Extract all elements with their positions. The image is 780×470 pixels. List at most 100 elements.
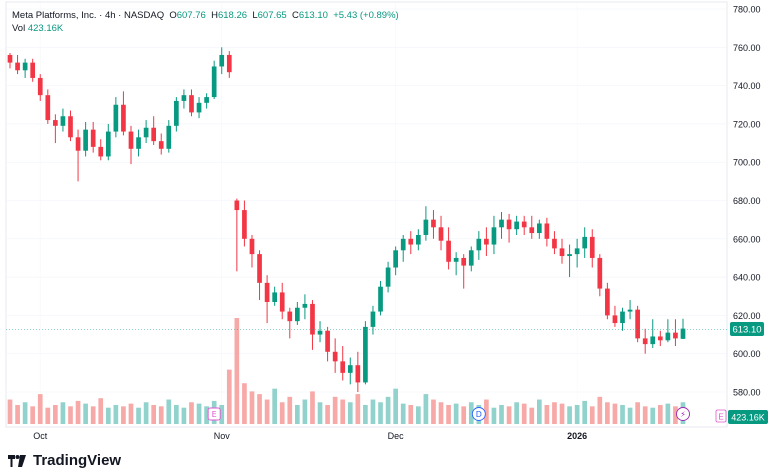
- candle[interactable]: [544, 217, 550, 247]
- candle[interactable]: [257, 250, 262, 301]
- event-marker[interactable]: ⚡: [676, 407, 690, 421]
- candle[interactable]: [446, 227, 451, 270]
- candle[interactable]: [620, 307, 625, 331]
- candle[interactable]: [393, 246, 398, 276]
- candle[interactable]: [158, 133, 164, 155]
- candle[interactable]: [15, 54, 20, 75]
- candle[interactable]: [408, 231, 414, 255]
- candle[interactable]: [226, 51, 232, 78]
- candle[interactable]: [98, 139, 104, 161]
- candle[interactable]: [279, 282, 285, 320]
- candle[interactable]: [431, 210, 436, 239]
- candle[interactable]: [204, 93, 209, 109]
- candle[interactable]: [536, 219, 542, 239]
- candle[interactable]: [189, 89, 194, 117]
- candle[interactable]: [400, 234, 406, 262]
- candle[interactable]: [37, 74, 43, 101]
- candle[interactable]: [121, 91, 126, 136]
- candle[interactable]: [310, 300, 315, 350]
- candle[interactable]: [642, 328, 648, 354]
- candle[interactable]: [22, 58, 28, 78]
- candle-body: [461, 257, 467, 266]
- candle[interactable]: [529, 215, 535, 239]
- candle[interactable]: [370, 305, 376, 335]
- candle[interactable]: [113, 97, 119, 138]
- candle[interactable]: [332, 338, 338, 373]
- candle[interactable]: [181, 89, 187, 109]
- candle[interactable]: [657, 330, 663, 347]
- candle[interactable]: [143, 120, 149, 144]
- candle[interactable]: [552, 231, 557, 255]
- candle[interactable]: [521, 215, 527, 235]
- candle[interactable]: [605, 282, 610, 320]
- candle[interactable]: [249, 234, 255, 268]
- candle[interactable]: [514, 215, 519, 235]
- candle[interactable]: [295, 301, 300, 325]
- candle[interactable]: [325, 326, 330, 362]
- candle[interactable]: [574, 238, 580, 268]
- candle[interactable]: [264, 275, 270, 324]
- candle[interactable]: [567, 244, 572, 278]
- candle[interactable]: [105, 123, 111, 161]
- candle[interactable]: [7, 53, 13, 69]
- candle[interactable]: [597, 254, 603, 297]
- candle[interactable]: [680, 318, 686, 340]
- candle[interactable]: [83, 121, 88, 157]
- candle[interactable]: [582, 227, 588, 258]
- candle[interactable]: [136, 129, 141, 157]
- candle[interactable]: [385, 261, 391, 293]
- candle[interactable]: [665, 319, 671, 343]
- candle[interactable]: [415, 229, 421, 251]
- candle[interactable]: [491, 215, 497, 255]
- candle[interactable]: [287, 307, 293, 339]
- candle[interactable]: [627, 300, 633, 320]
- candle[interactable]: [673, 319, 678, 347]
- candle[interactable]: [499, 211, 504, 239]
- candle[interactable]: [174, 97, 179, 132]
- candle[interactable]: [151, 116, 157, 145]
- event-marker[interactable]: E: [207, 407, 221, 421]
- tradingview-logo[interactable]: TradingView: [6, 452, 121, 469]
- candle[interactable]: [60, 108, 66, 132]
- candle[interactable]: [476, 231, 482, 260]
- candle[interactable]: [438, 215, 444, 251]
- candle[interactable]: [234, 198, 240, 272]
- candle[interactable]: [612, 305, 618, 327]
- earnings-axis-marker[interactable]: [715, 409, 727, 423]
- candle[interactable]: [650, 319, 656, 348]
- event-marker[interactable]: D: [471, 407, 486, 421]
- candle[interactable]: [484, 227, 489, 257]
- candle[interactable]: [559, 238, 565, 264]
- candle[interactable]: [272, 286, 278, 306]
- candle[interactable]: [423, 206, 429, 241]
- candle[interactable]: [211, 60, 217, 100]
- symbol-title[interactable]: Meta Platforms, Inc.: [12, 10, 97, 21]
- candle[interactable]: [90, 121, 96, 153]
- candle[interactable]: [128, 125, 134, 165]
- candle[interactable]: [468, 246, 474, 272]
- candle[interactable]: [75, 129, 81, 182]
- candle[interactable]: [30, 58, 36, 82]
- candle[interactable]: [453, 252, 459, 276]
- candle[interactable]: [302, 294, 308, 320]
- candle[interactable]: [166, 120, 172, 153]
- candle[interactable]: [68, 110, 73, 142]
- interval[interactable]: 4h: [104, 10, 116, 21]
- candle[interactable]: [506, 213, 512, 243]
- candle[interactable]: [242, 200, 247, 247]
- candle[interactable]: [340, 346, 346, 381]
- candle[interactable]: [45, 89, 51, 124]
- candle[interactable]: [317, 321, 323, 343]
- candle[interactable]: [635, 305, 640, 343]
- candle[interactable]: [219, 47, 225, 75]
- candle[interactable]: [461, 254, 467, 289]
- candle[interactable]: [378, 280, 383, 316]
- candle[interactable]: [53, 114, 58, 144]
- candle[interactable]: [589, 229, 595, 268]
- candle[interactable]: [196, 97, 202, 119]
- earnings-marker: [207, 407, 221, 421]
- candle[interactable]: [355, 351, 361, 392]
- candle[interactable]: [363, 321, 368, 385]
- candle[interactable]: [347, 357, 353, 385]
